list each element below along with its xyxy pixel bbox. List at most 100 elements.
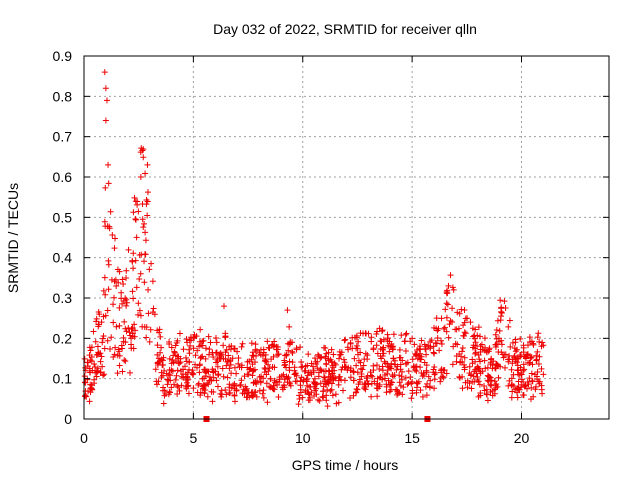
data-point [443,314,450,321]
data-point [111,278,118,285]
data-point [228,370,235,377]
data-point [132,198,139,205]
data-point [362,386,369,393]
data-point [173,339,180,346]
data-point [295,401,302,408]
data-point [197,389,204,396]
data-point [387,381,394,388]
data-point [257,351,264,358]
data-point [155,378,162,385]
data-point [368,393,375,400]
data-point [81,373,88,380]
data-point [322,355,329,362]
data-point [150,305,157,312]
data-point [123,274,130,281]
data-point [139,216,146,223]
data-point [329,364,336,371]
data-point [227,389,234,396]
data-point [385,377,392,384]
data-point [170,381,177,388]
data-point [428,337,435,344]
data-point [355,338,362,345]
data-point [524,351,531,358]
data-point [340,356,347,363]
data-point [142,229,149,236]
data-point [225,352,232,359]
data-point [159,372,166,379]
data-point [297,344,304,351]
data-point [443,288,450,295]
data-point [193,333,200,340]
data-point [273,346,280,353]
data-point [398,332,405,339]
data-point [484,377,491,384]
data-point [513,386,520,393]
data-point [409,378,416,385]
data-point [384,367,391,374]
data-point [165,377,172,384]
data-point [217,390,224,397]
data-point [249,352,256,359]
data-point [409,387,416,394]
data-point [233,370,240,377]
data-point [421,341,428,348]
data-point [433,340,440,347]
data-point [440,325,447,332]
data-point [434,327,441,334]
data-point [528,396,535,403]
data-point [475,378,482,385]
axis-ticks [83,55,609,420]
data-point [265,361,272,368]
data-point [342,336,349,343]
data-point [404,381,411,388]
data-point [128,341,135,348]
data-point [354,351,361,358]
data-point [224,374,231,381]
data-point [176,330,183,337]
data-point [526,375,533,382]
data-point [285,347,292,354]
data-point [89,367,96,374]
data-point [139,147,146,154]
data-point [390,355,397,362]
data-point [419,393,426,400]
data-point [427,377,434,384]
data-point [341,337,348,344]
data-point [112,235,119,242]
y-tick-label: 0.8 [53,88,73,104]
data-point [99,363,106,370]
data-point [397,354,404,361]
data-point [116,362,123,369]
data-point [282,352,289,359]
data-point [88,344,95,351]
data-point [351,355,358,362]
data-point [298,358,305,365]
data-point [335,377,342,384]
data-point [418,356,425,363]
data-point [386,382,393,389]
data-point [114,266,121,273]
data-point [509,388,516,395]
x-tick-label: 20 [514,430,530,446]
data-point [120,281,127,288]
data-point [373,362,380,369]
data-point [212,368,219,375]
data-point [122,358,129,365]
data-point [97,358,104,365]
data-point [520,349,527,356]
data-point [286,323,293,330]
data-point [379,353,386,360]
data-point [265,368,272,375]
data-point [445,282,452,289]
data-point [293,378,300,385]
chart-title: Day 032 of 2022, SRMTID for receiver qll… [213,21,477,37]
data-point [425,373,432,380]
data-point [90,328,97,335]
data-point [207,339,214,346]
data-point [444,289,451,296]
data-point [538,386,545,393]
data-point [538,343,545,350]
data-point [393,366,400,373]
data-point [130,345,137,352]
data-point [486,373,493,380]
